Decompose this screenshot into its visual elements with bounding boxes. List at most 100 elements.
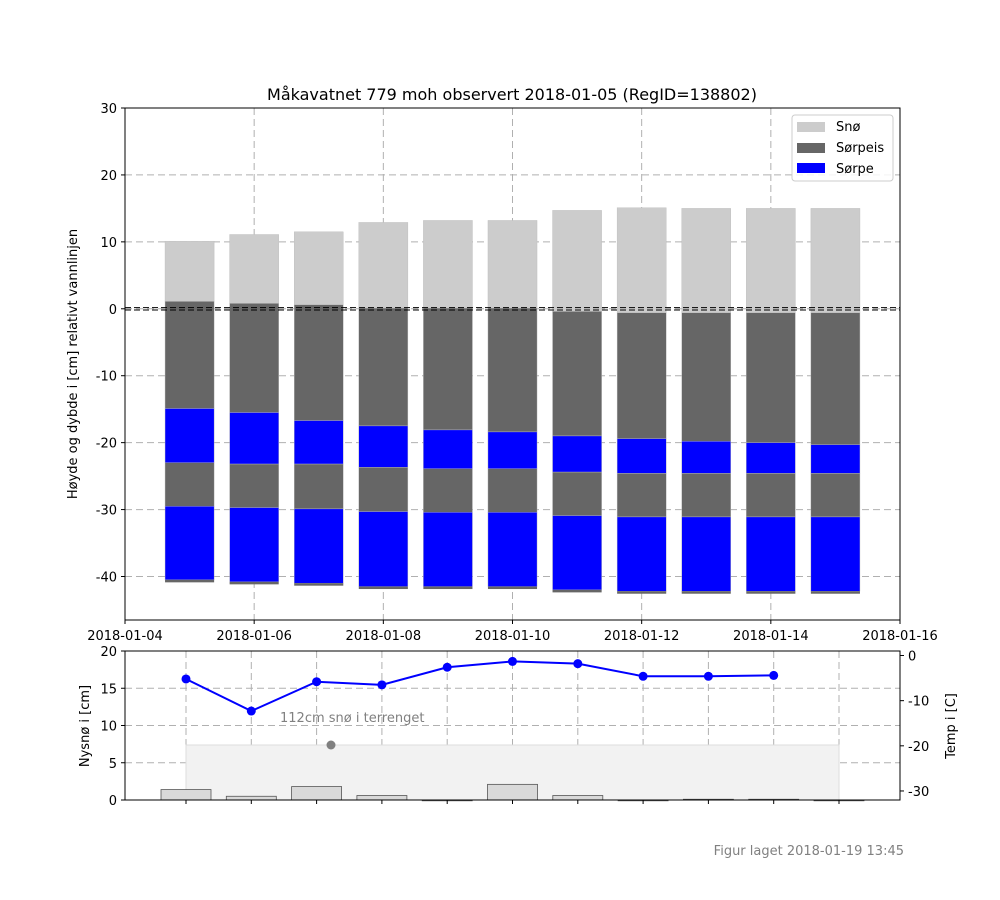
bar-2018-01-14-slush-ice-1 [746, 312, 796, 443]
temperature-point-2018-01-14 [769, 670, 779, 680]
bar-2018-01-10-bottom-edge [487, 586, 538, 590]
new-snow-bar-2018-01-06 [225, 795, 277, 801]
bar-2018-01-13-slush-4 [681, 516, 731, 592]
ice-ytick-label-5: -20 [96, 437, 117, 452]
new-snow-bar-2018-01-05 [160, 789, 212, 801]
bar-2018-01-15-snow-0 [810, 208, 861, 313]
temperature-point-2018-01-12 [638, 671, 648, 681]
temperature-point-2018-01-10 [508, 656, 517, 666]
bar-2018-01-12-bottom-edge [617, 591, 667, 594]
bar-2018-01-07-slush-ice-1 [294, 304, 344, 421]
terrain-snow-marker [326, 740, 336, 750]
legend-label-slush: Sørpe [836, 162, 874, 177]
bar-2018-01-11-slush-4 [552, 515, 602, 591]
bar-2018-01-07-slush-2 [294, 420, 344, 465]
bar-2018-01-05-slush-2 [164, 408, 215, 463]
temperature-point-2018-01-09 [442, 662, 452, 672]
ice-ytick-label-4: -10 [96, 370, 117, 385]
ice-chart: Måkavatnet 779 moh observert 2018-01-05 … [66, 85, 938, 644]
legend-label-snow: Snø [836, 120, 860, 135]
bar-2018-01-14-slush-4 [746, 516, 796, 592]
bar-2018-01-05-slush-4 [164, 506, 215, 581]
bar-2018-01-11-slush-ice-3 [552, 471, 602, 516]
bar-2018-01-13-bottom-edge [681, 591, 731, 594]
ice-chart-waterline [125, 307, 900, 311]
bar-2018-01-05-bottom-edge [165, 579, 215, 583]
bar-2018-01-11-slush-ice-1 [552, 311, 602, 437]
bar-2018-01-06-slush-ice-3 [229, 463, 279, 508]
temperature-point-2018-01-13 [703, 671, 713, 681]
bar-2018-01-10-slush-2 [487, 431, 538, 469]
new-snow-bar-2018-01-11 [552, 795, 604, 801]
bar-2018-01-08-slush-ice-3 [358, 467, 409, 512]
bar-2018-01-12-slush-ice-3 [616, 473, 667, 518]
bar-2018-01-08-slush-2 [358, 425, 409, 468]
temperature-point-2018-01-11 [573, 659, 583, 669]
bar-2018-01-07-snow-0 [294, 231, 344, 305]
ice-ytick-label-6: -30 [96, 504, 117, 519]
ice-xtick-label-4: 2018-01-12 [604, 629, 680, 644]
bar-2018-01-05-slush-ice-1 [164, 301, 215, 409]
ice-chart-title: Måkavatnet 779 moh observert 2018-01-05 … [267, 85, 757, 104]
ice-chart-legend: Snø Sørpeis Sørpe [791, 114, 894, 182]
bar-2018-01-05-snow-0 [164, 240, 215, 302]
legend-entry-slush-ice: Sørpeis [797, 141, 884, 156]
ice-chart-yticks: 30 20 10 0 -10 -20 -30 -40 [96, 102, 125, 585]
bar-2018-01-06-snow-0 [229, 234, 279, 304]
bar-2018-01-06-bottom-edge [229, 581, 279, 585]
ice-ytick-label-3: 0 [109, 303, 117, 318]
bar-2018-01-07-slush-ice-3 [294, 463, 344, 510]
bar-2018-01-13-slush-2 [681, 441, 731, 474]
temperature-point-2018-01-06 [246, 706, 256, 716]
weather-chart-ylabel-right: Temp i [C] [944, 693, 959, 760]
ice-xtick-label-2: 2018-01-08 [346, 629, 422, 644]
bar-2018-01-14-slush-ice-3 [746, 473, 796, 518]
bar-2018-01-06-slush-ice-1 [229, 303, 279, 413]
bar-2018-01-09-slush-ice-3 [423, 468, 473, 513]
bar-2018-01-13-slush-ice-1 [681, 312, 731, 442]
weather-ytick-right-label-2: -20 [908, 740, 929, 755]
legend-swatch-snow [797, 122, 825, 132]
weather-ytick-left-label-0: 0 [109, 794, 117, 809]
bar-2018-01-06-slush-2 [229, 412, 279, 465]
bar-2018-01-08-slush-ice-1 [358, 307, 409, 427]
weather-chart: 112cm snø i terrenget 0 5 10 15 20 0 -10 -20 -3… [78, 645, 959, 809]
ice-xtick-label-1: 2018-01-06 [216, 629, 292, 644]
bar-2018-01-09-snow-0 [423, 220, 473, 309]
bar-2018-01-08-slush-4 [358, 511, 409, 587]
legend-swatch-slush [797, 163, 825, 173]
weather-ytick-left-label-4: 20 [100, 645, 117, 660]
legend-label-slush-ice: Sørpeis [836, 141, 884, 156]
ice-ytick-label-0: 30 [100, 102, 117, 117]
bar-2018-01-07-bottom-edge [294, 583, 344, 586]
weather-chart-yticks-right: 0 -10 -20 -30 [900, 650, 929, 800]
legend-swatch-slush-ice [797, 143, 825, 153]
bar-2018-01-11-snow-0 [552, 210, 602, 312]
bar-2018-01-15-slush-4 [810, 516, 861, 592]
weather-ytick-left-label-1: 5 [109, 757, 117, 772]
bar-2018-01-12-slush-ice-1 [616, 312, 667, 439]
weather-ytick-right-label-3: -30 [908, 785, 929, 800]
bar-2018-01-10-slush-ice-1 [487, 307, 538, 433]
weather-ytick-right-label-0: 0 [908, 650, 916, 665]
weather-chart-xticks [185, 800, 840, 804]
ice-ytick-label-7: -40 [96, 570, 117, 585]
ice-xtick-label-0: 2018-01-04 [87, 629, 163, 644]
bar-2018-01-15-slush-2 [810, 444, 861, 474]
legend-entry-snow: Snø [797, 120, 860, 135]
bar-2018-01-10-slush-4 [487, 512, 538, 587]
bar-2018-01-08-bottom-edge [358, 586, 408, 590]
bar-2018-01-12-slush-4 [616, 516, 667, 592]
bar-2018-01-12-snow-0 [616, 207, 667, 313]
bar-2018-01-14-slush-2 [746, 442, 796, 474]
ice-chart-bars [164, 207, 861, 594]
weather-chart-yticks-left: 0 5 10 15 20 [100, 645, 125, 809]
temperature-point-2018-01-07 [312, 677, 322, 687]
bar-2018-01-09-slush-ice-1 [423, 307, 473, 431]
bar-2018-01-13-snow-0 [681, 208, 731, 313]
ice-ytick-label-1: 20 [100, 169, 117, 184]
bar-2018-01-10-slush-ice-3 [487, 468, 538, 513]
bar-2018-01-15-bottom-edge [810, 591, 860, 594]
bar-2018-01-14-bottom-edge [746, 591, 796, 594]
temperature-point-2018-01-05 [181, 674, 191, 684]
